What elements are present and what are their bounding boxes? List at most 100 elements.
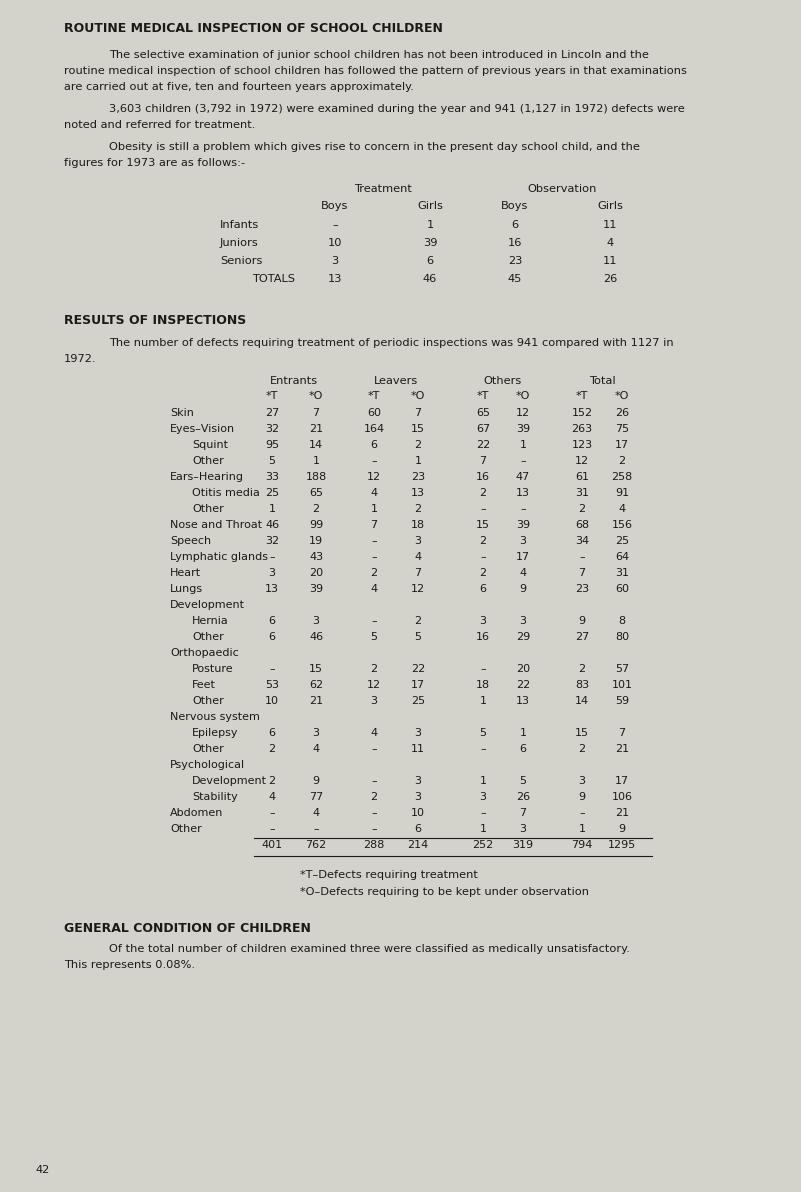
Text: 6: 6 [480, 584, 486, 594]
Text: 46: 46 [423, 274, 437, 284]
Text: 12: 12 [411, 584, 425, 594]
Text: This represents 0.08%.: This represents 0.08%. [64, 960, 195, 970]
Text: 67: 67 [476, 424, 490, 434]
Text: Boys: Boys [501, 201, 529, 211]
Text: 6: 6 [426, 256, 433, 266]
Text: –: – [480, 744, 486, 755]
Text: –: – [269, 808, 275, 818]
Text: Nervous system: Nervous system [170, 712, 260, 722]
Text: 762: 762 [305, 840, 327, 850]
Text: 401: 401 [261, 840, 283, 850]
Text: Juniors: Juniors [220, 238, 259, 248]
Text: 1295: 1295 [608, 840, 636, 850]
Text: 17: 17 [615, 776, 629, 786]
Text: 68: 68 [575, 520, 589, 530]
Text: 11: 11 [411, 744, 425, 755]
Text: 1: 1 [426, 221, 433, 230]
Text: 3: 3 [414, 791, 421, 802]
Text: 62: 62 [309, 679, 323, 690]
Text: 3: 3 [520, 824, 526, 834]
Text: *O–Defects requiring to be kept under observation: *O–Defects requiring to be kept under ob… [300, 887, 589, 898]
Text: 26: 26 [603, 274, 617, 284]
Text: Obesity is still a problem which gives rise to concern in the present day school: Obesity is still a problem which gives r… [109, 142, 640, 153]
Text: 10: 10 [265, 696, 279, 706]
Text: ROUTINE MEDICAL INSPECTION OF SCHOOL CHILDREN: ROUTINE MEDICAL INSPECTION OF SCHOOL CHI… [64, 21, 443, 35]
Text: 15: 15 [476, 520, 490, 530]
Text: 25: 25 [615, 536, 629, 546]
Text: –: – [371, 616, 376, 626]
Text: Posture: Posture [192, 664, 234, 673]
Text: Squint: Squint [192, 440, 228, 451]
Text: Seniors: Seniors [220, 256, 263, 266]
Text: 9: 9 [578, 791, 586, 802]
Text: The number of defects requiring treatment of periodic inspections was 941 compar: The number of defects requiring treatmen… [109, 339, 674, 348]
Text: 6: 6 [268, 728, 276, 738]
Text: 9: 9 [618, 824, 626, 834]
Text: 6: 6 [520, 744, 526, 755]
Text: 3: 3 [520, 536, 526, 546]
Text: Of the total number of children examined three were classified as medically unsa: Of the total number of children examined… [109, 944, 630, 954]
Text: 14: 14 [575, 696, 589, 706]
Text: routine medical inspection of school children has followed the pattern of previo: routine medical inspection of school chi… [64, 66, 687, 76]
Text: *O: *O [411, 391, 425, 401]
Text: 47: 47 [516, 472, 530, 482]
Text: 16: 16 [476, 632, 490, 642]
Text: 1: 1 [578, 824, 586, 834]
Text: –: – [269, 552, 275, 561]
Text: Other: Other [192, 744, 223, 755]
Text: Hernia: Hernia [192, 616, 229, 626]
Text: 2: 2 [370, 664, 377, 673]
Text: 21: 21 [309, 696, 323, 706]
Text: 1: 1 [520, 440, 526, 451]
Text: 19: 19 [309, 536, 323, 546]
Text: 39: 39 [423, 238, 437, 248]
Text: 3: 3 [332, 256, 339, 266]
Text: 2: 2 [370, 791, 377, 802]
Text: GENERAL CONDITION OF CHILDREN: GENERAL CONDITION OF CHILDREN [64, 921, 311, 935]
Text: 4: 4 [268, 791, 276, 802]
Text: 17: 17 [615, 440, 629, 451]
Text: –: – [269, 824, 275, 834]
Text: 26: 26 [615, 408, 629, 418]
Text: 8: 8 [618, 616, 626, 626]
Text: 13: 13 [516, 488, 530, 498]
Text: 21: 21 [615, 808, 629, 818]
Text: 6: 6 [511, 221, 518, 230]
Text: 1: 1 [480, 824, 486, 834]
Text: 9: 9 [519, 584, 526, 594]
Text: 3: 3 [414, 776, 421, 786]
Text: 31: 31 [575, 488, 589, 498]
Text: Girls: Girls [597, 201, 623, 211]
Text: 1: 1 [268, 504, 276, 514]
Text: –: – [579, 808, 585, 818]
Text: 1: 1 [414, 457, 421, 466]
Text: 2: 2 [414, 440, 421, 451]
Text: 156: 156 [611, 520, 633, 530]
Text: The selective examination of junior school children has not been introduced in L: The selective examination of junior scho… [109, 50, 649, 60]
Text: 5: 5 [371, 632, 377, 642]
Text: Other: Other [192, 632, 223, 642]
Text: 60: 60 [615, 584, 629, 594]
Text: 22: 22 [411, 664, 425, 673]
Text: 6: 6 [268, 632, 276, 642]
Text: 5: 5 [480, 728, 486, 738]
Text: 26: 26 [516, 791, 530, 802]
Text: 3: 3 [414, 536, 421, 546]
Text: 7: 7 [312, 408, 320, 418]
Text: 12: 12 [575, 457, 589, 466]
Text: Boys: Boys [321, 201, 348, 211]
Text: Psychological: Psychological [170, 760, 245, 770]
Text: 77: 77 [309, 791, 323, 802]
Text: 214: 214 [408, 840, 429, 850]
Text: Other: Other [192, 504, 223, 514]
Text: 23: 23 [411, 472, 425, 482]
Text: 4: 4 [414, 552, 421, 561]
Text: Ears–Hearing: Ears–Hearing [170, 472, 244, 482]
Text: Total: Total [589, 375, 615, 386]
Text: 794: 794 [571, 840, 593, 850]
Text: 12: 12 [367, 472, 381, 482]
Text: 22: 22 [476, 440, 490, 451]
Text: Feet: Feet [192, 679, 216, 690]
Text: 7: 7 [370, 520, 377, 530]
Text: Stability: Stability [192, 791, 238, 802]
